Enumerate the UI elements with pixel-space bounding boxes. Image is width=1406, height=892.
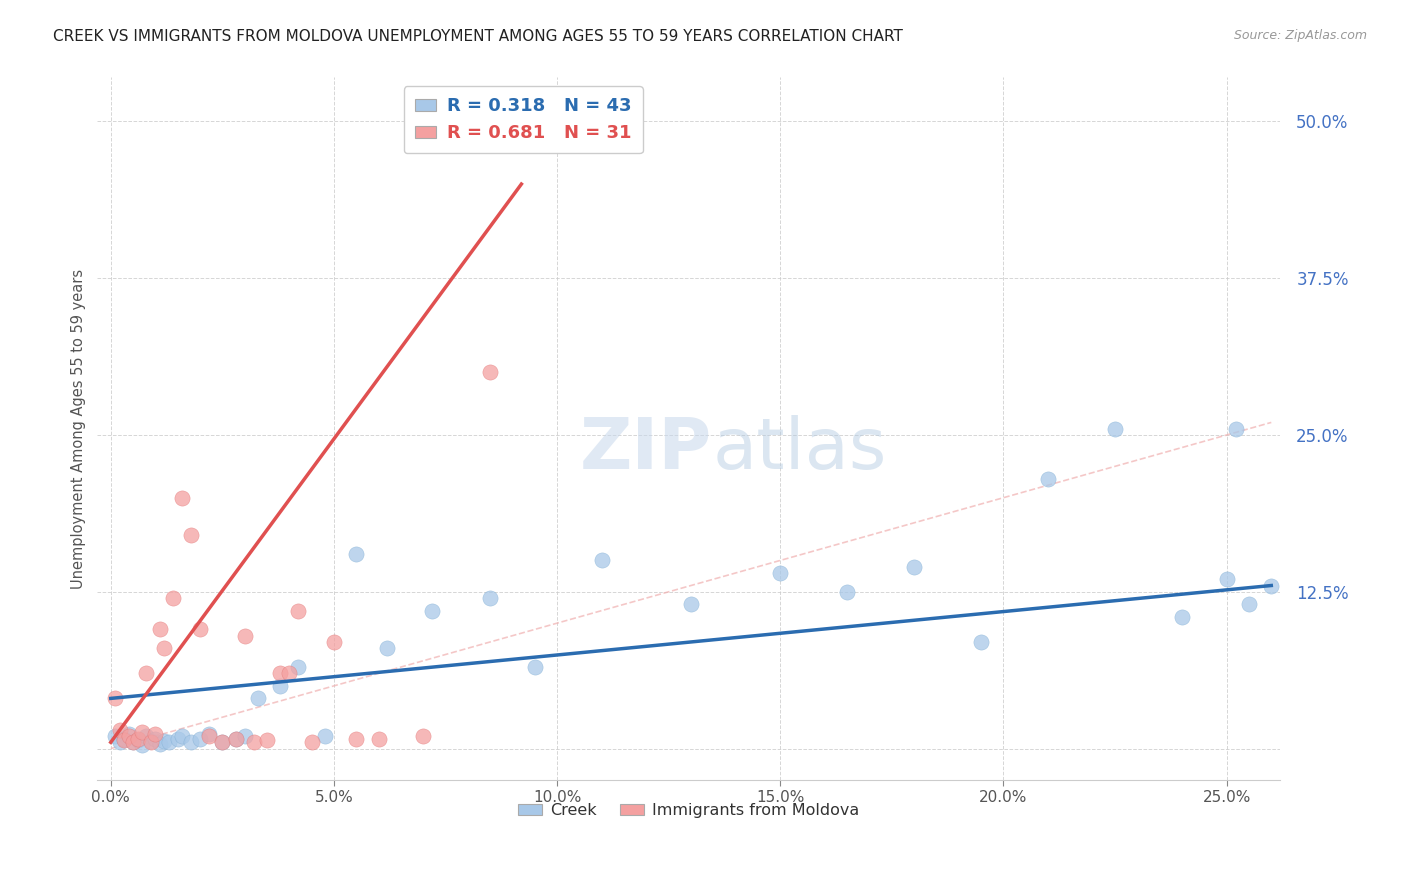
- Y-axis label: Unemployment Among Ages 55 to 59 years: Unemployment Among Ages 55 to 59 years: [72, 268, 86, 589]
- Point: [198, 726, 221, 740]
- Point: [127, 732, 149, 747]
- Point: [344, 731, 367, 746]
- Point: [149, 623, 172, 637]
- Point: [108, 735, 131, 749]
- Point: [162, 591, 184, 605]
- Point: [1260, 578, 1282, 592]
- Point: [278, 666, 301, 681]
- Point: [256, 732, 278, 747]
- Point: [679, 597, 702, 611]
- Point: [198, 729, 221, 743]
- Point: [1225, 422, 1247, 436]
- Point: [225, 731, 247, 746]
- Point: [1104, 422, 1126, 436]
- Point: [172, 491, 194, 505]
- Point: [225, 731, 247, 746]
- Point: [1171, 610, 1194, 624]
- Point: [970, 635, 993, 649]
- Point: [149, 737, 172, 751]
- Point: [153, 734, 176, 748]
- Point: [287, 604, 309, 618]
- Point: [153, 641, 176, 656]
- Point: [166, 731, 188, 746]
- Point: [479, 365, 502, 379]
- Point: [139, 735, 162, 749]
- Point: [269, 666, 291, 681]
- Point: [104, 691, 127, 706]
- Point: [112, 731, 135, 746]
- Point: [344, 547, 367, 561]
- Point: [104, 729, 127, 743]
- Text: Source: ZipAtlas.com: Source: ZipAtlas.com: [1233, 29, 1367, 43]
- Point: [233, 729, 256, 743]
- Point: [367, 731, 389, 746]
- Point: [420, 604, 443, 618]
- Text: atlas: atlas: [713, 416, 887, 484]
- Point: [323, 635, 346, 649]
- Point: [479, 591, 502, 605]
- Point: [1036, 472, 1059, 486]
- Point: [314, 729, 336, 743]
- Point: [117, 726, 139, 740]
- Point: [287, 660, 309, 674]
- Point: [242, 735, 264, 749]
- Point: [135, 729, 157, 743]
- Point: [108, 723, 131, 737]
- Point: [188, 731, 211, 746]
- Point: [112, 732, 135, 747]
- Point: [523, 660, 546, 674]
- Point: [1215, 572, 1237, 586]
- Point: [188, 623, 211, 637]
- Point: [233, 629, 256, 643]
- Point: [301, 735, 323, 749]
- Point: [172, 729, 194, 743]
- Point: [122, 735, 145, 749]
- Point: [180, 528, 202, 542]
- Text: CREEK VS IMMIGRANTS FROM MOLDOVA UNEMPLOYMENT AMONG AGES 55 TO 59 YEARS CORRELAT: CREEK VS IMMIGRANTS FROM MOLDOVA UNEMPLO…: [53, 29, 903, 45]
- Point: [591, 553, 613, 567]
- Point: [180, 735, 202, 749]
- Point: [145, 731, 167, 746]
- Point: [377, 641, 399, 656]
- Point: [145, 726, 167, 740]
- Point: [127, 731, 149, 746]
- Point: [211, 735, 233, 749]
- Point: [903, 559, 925, 574]
- Point: [837, 584, 859, 599]
- Point: [135, 666, 157, 681]
- Point: [122, 735, 145, 749]
- Point: [1237, 597, 1260, 611]
- Point: [211, 735, 233, 749]
- Point: [139, 734, 162, 748]
- Point: [247, 691, 270, 706]
- Legend: Creek, Immigrants from Moldova: Creek, Immigrants from Moldova: [512, 797, 866, 825]
- Point: [131, 725, 153, 739]
- Point: [769, 566, 792, 580]
- Point: [131, 738, 153, 752]
- Text: ZIP: ZIP: [581, 416, 713, 484]
- Point: [157, 735, 180, 749]
- Point: [117, 729, 139, 743]
- Point: [269, 679, 291, 693]
- Point: [412, 729, 434, 743]
